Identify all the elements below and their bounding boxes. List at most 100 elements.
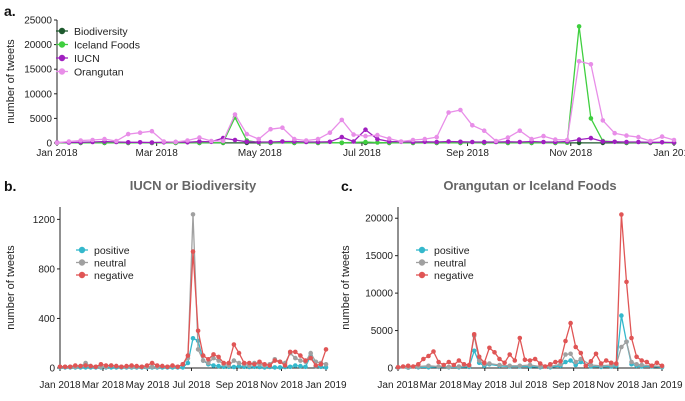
data-point (247, 360, 252, 366)
data-point (185, 353, 191, 358)
data-point (83, 363, 88, 368)
legend-label: negative (94, 270, 134, 282)
data-point (134, 363, 139, 369)
legend-marker (418, 259, 426, 266)
data-point (119, 364, 124, 370)
y-axis-title: number of tweets (5, 39, 17, 124)
y-tick-label: 20000 (24, 40, 52, 51)
data-point (512, 358, 518, 363)
data-point (659, 363, 665, 369)
data-point (125, 140, 131, 145)
data-point (232, 137, 238, 143)
data-point (588, 359, 594, 364)
x-tick-label: Nov 2018 (260, 380, 303, 391)
data-point (236, 350, 242, 356)
data-point (165, 364, 170, 370)
data-point (434, 139, 440, 145)
data-point (244, 139, 250, 145)
data-point (375, 136, 380, 142)
data-point (292, 136, 297, 142)
data-point (505, 139, 511, 145)
data-point (173, 139, 178, 145)
data-point (505, 135, 511, 140)
data-point (308, 355, 314, 361)
data-point (54, 140, 60, 146)
chart-panel-c: c. Orangutan or Iceland Foods 0 5000 10000 15… (340, 178, 683, 391)
data-point (564, 137, 570, 143)
data-point (659, 140, 665, 145)
series-line-neutral (60, 213, 327, 368)
panel-label: b. (4, 178, 16, 194)
data-point (568, 351, 573, 357)
chart-title: Orangutan or Iceland Foods (443, 178, 616, 193)
data-point (180, 362, 186, 367)
legend-marker (58, 41, 66, 48)
data-point (553, 359, 558, 365)
data-point (98, 362, 104, 367)
data-point (624, 139, 629, 145)
data-point (578, 350, 584, 356)
data-point (129, 363, 134, 368)
data-point (629, 359, 634, 365)
chart-title: IUCN or Biodiversity (130, 178, 257, 193)
data-point (588, 135, 594, 141)
legend-marker (418, 246, 426, 254)
y-tick-label: 10000 (24, 89, 52, 100)
data-point (608, 360, 614, 366)
data-point (293, 363, 298, 368)
data-point (497, 356, 502, 362)
data-point (410, 364, 416, 369)
data-point (323, 347, 329, 352)
data-point (576, 59, 582, 64)
series-line-negative (397, 213, 663, 368)
data-point (588, 116, 594, 121)
legend-marker (58, 68, 66, 75)
data-point (303, 358, 308, 363)
data-point (481, 128, 487, 133)
data-point (458, 139, 463, 145)
data-point (67, 364, 73, 370)
data-point (351, 132, 356, 137)
data-point (185, 360, 191, 366)
data-point (268, 139, 273, 145)
data-point (461, 362, 467, 367)
x-tick-label: May 2018 (126, 380, 170, 391)
data-point (236, 360, 242, 366)
data-point (241, 360, 247, 366)
data-point (583, 363, 589, 369)
data-point (303, 138, 309, 143)
data-point (323, 362, 329, 367)
data-point (256, 136, 262, 142)
y-tick-label: 15000 (24, 65, 52, 76)
data-point (327, 130, 333, 135)
data-point (149, 140, 155, 145)
data-point (446, 139, 451, 144)
data-point (137, 140, 143, 145)
data-point (327, 139, 333, 145)
data-point (517, 139, 523, 145)
data-point (553, 137, 558, 142)
data-point (568, 358, 573, 363)
data-point (226, 360, 232, 366)
x-tick-label: Nov 2018 (596, 380, 639, 391)
data-point (78, 363, 83, 369)
data-point (161, 139, 167, 144)
data-point (298, 363, 303, 369)
data-point (624, 339, 629, 345)
x-tick-label: Mar 2018 (136, 148, 179, 159)
y-axis-title: number of tweets (5, 245, 17, 330)
data-point (517, 335, 523, 341)
data-point (600, 118, 606, 123)
data-point (108, 363, 114, 368)
data-point (426, 363, 431, 369)
x-tick-label: Mar 2018 (420, 380, 463, 391)
data-point (209, 138, 214, 144)
x-tick-label: Mar 2018 (82, 380, 125, 391)
data-point (197, 139, 202, 144)
data-point (431, 349, 436, 354)
legend-marker (418, 271, 426, 279)
data-point (102, 136, 107, 142)
data-point (339, 117, 345, 123)
data-point (476, 358, 482, 363)
data-point (532, 356, 538, 362)
